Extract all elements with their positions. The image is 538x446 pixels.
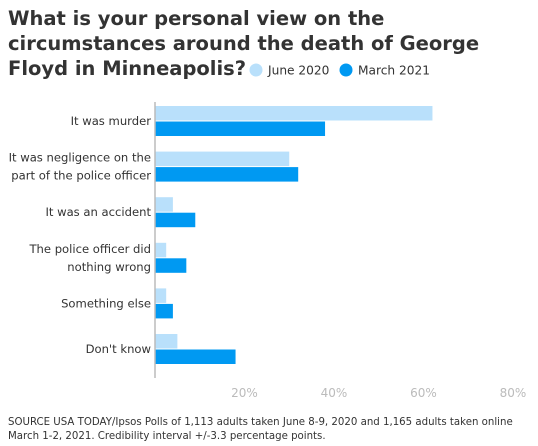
category-label-it-was-murder: It was murder (71, 114, 152, 128)
legend-label-march-2021: March 2021 (358, 64, 430, 78)
chart-title: What is your personal view on the circum… (8, 7, 480, 80)
bar-june-2020-the-police-officer-did-nothing-wrong (155, 242, 167, 258)
legend: June 2020 March 2021 (249, 63, 430, 78)
category-label-don-t-know: Don't know (86, 342, 151, 356)
bar-march-2021-it-was-negligence-on-the-part-of-the-police-officer (155, 167, 299, 182)
x-tick-label-60: 60% (410, 386, 437, 400)
legend-marker-march-2021 (339, 63, 353, 77)
bar-june-2020-it-was-murder (155, 106, 433, 121)
x-tick-label-80: 80% (500, 386, 527, 400)
category-label-it-was-negligence-on-the-part-of-the-police-officer-line-2: part of the police officer (11, 169, 151, 183)
category-label-the-police-officer-did-nothing-wrong-line-1: The police officer did (28, 242, 151, 256)
source-note: SOURCE USA TODAY/Ipsos Polls of 1,113 ad… (8, 417, 513, 442)
bar-june-2020-something-else (155, 288, 167, 303)
category-labels: It was murder It was negligence on the par… (9, 114, 152, 356)
x-axis: 20% 40% 60% 80% (154, 102, 527, 400)
x-tick-label-20: 20% (231, 386, 258, 400)
bars (155, 106, 433, 364)
bar-march-2021-it-was-murder (155, 121, 326, 136)
bar-june-2020-it-was-negligence-on-the-part-of-the-police-officer (155, 151, 290, 167)
category-label-it-was-negligence-on-the-part-of-the-police-officer-line-1: It was negligence on the (9, 151, 151, 165)
bar-march-2021-it-was-an-accident (155, 212, 196, 228)
bar-june-2020-it-was-an-accident (155, 197, 173, 212)
bar-june-2020-don-t-know (155, 334, 178, 349)
bar-march-2021-the-police-officer-did-nothing-wrong (155, 258, 187, 273)
legend-label-june-2020: June 2020 (267, 64, 329, 78)
category-label-it-was-an-accident: It was an accident (45, 205, 151, 219)
bar-march-2021-something-else (155, 303, 173, 319)
bar-march-2021-don-t-know (155, 349, 236, 364)
x-tick-label-40: 40% (321, 386, 348, 400)
category-label-the-police-officer-did-nothing-wrong-line-2: nothing wrong (67, 260, 151, 274)
legend-marker-june-2020 (249, 63, 263, 77)
category-label-something-else: Something else (61, 296, 151, 310)
